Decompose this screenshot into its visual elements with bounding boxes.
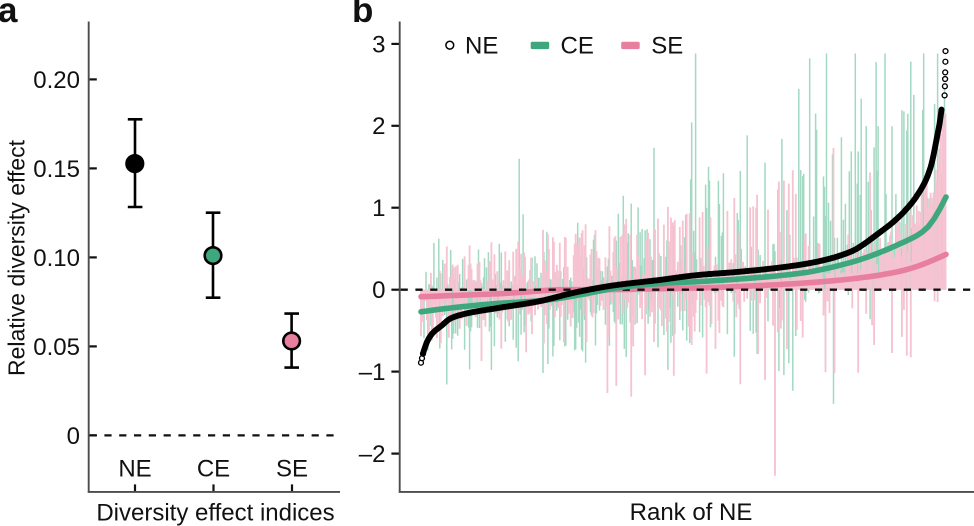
svg-text:0: 0 <box>67 423 80 450</box>
svg-text:0.10: 0.10 <box>33 245 80 272</box>
svg-text:0.20: 0.20 <box>33 67 80 94</box>
svg-text:NE: NE <box>465 33 498 60</box>
svg-text:–1: –1 <box>359 359 386 386</box>
svg-text:CE: CE <box>197 456 230 483</box>
svg-text:3: 3 <box>372 31 385 58</box>
svg-text:NE: NE <box>118 456 151 483</box>
svg-text:1: 1 <box>372 195 385 222</box>
svg-text:0: 0 <box>372 277 385 304</box>
svg-text:CE: CE <box>561 33 594 60</box>
svg-text:Diversity effect indices: Diversity effect indices <box>96 500 334 526</box>
svg-text:SE: SE <box>276 456 308 483</box>
svg-text:a: a <box>0 0 18 30</box>
svg-text:0.15: 0.15 <box>33 156 80 183</box>
svg-text:b: b <box>352 0 373 30</box>
svg-text:–2: –2 <box>359 441 386 468</box>
svg-text:0.05: 0.05 <box>33 334 80 361</box>
svg-text:SE: SE <box>651 33 683 60</box>
svg-text:2: 2 <box>372 113 385 140</box>
svg-text:Rank of NE: Rank of NE <box>630 499 753 526</box>
svg-text:Relative diversity effect: Relative diversity effect <box>4 139 30 376</box>
